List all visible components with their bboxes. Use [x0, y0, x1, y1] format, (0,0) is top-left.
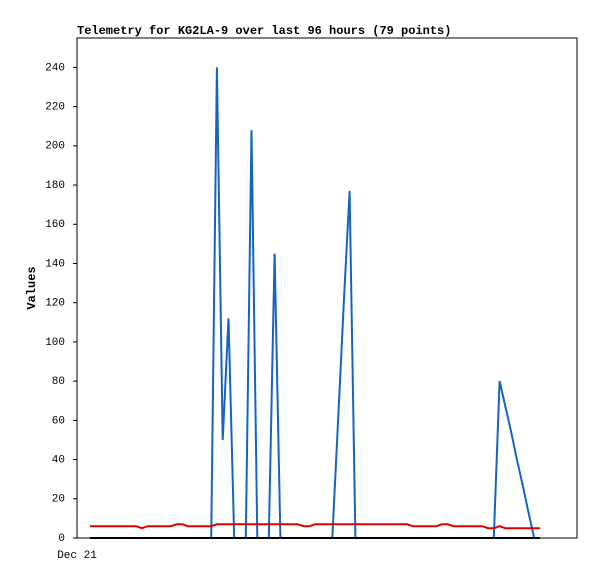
y-tick-label: 160 [45, 219, 65, 231]
y-axis-label: Values [25, 266, 39, 309]
y-tick-label: 40 [52, 454, 65, 466]
y-tick-label: 200 [45, 141, 65, 153]
y-tick-label: 100 [45, 337, 65, 349]
y-tick-label: 20 [52, 494, 65, 506]
data-line [90, 523, 540, 530]
chart-title: Telemetry for KG2LA-9 over last 96 hours… [77, 24, 451, 38]
y-tick-label: 220 [45, 102, 65, 114]
data-line [90, 67, 540, 539]
y-tick-label: 240 [45, 62, 65, 74]
y-tick-label: 120 [45, 298, 65, 310]
y-tick-label: 180 [45, 180, 65, 192]
y-tick-label: 80 [52, 376, 65, 388]
plot-frame [76, 37, 578, 539]
x-tick-label: Dec 21 [57, 550, 97, 562]
y-tick-label: 60 [52, 415, 65, 427]
y-tick-label: 140 [45, 258, 65, 270]
y-tick-label: 0 [58, 533, 65, 545]
